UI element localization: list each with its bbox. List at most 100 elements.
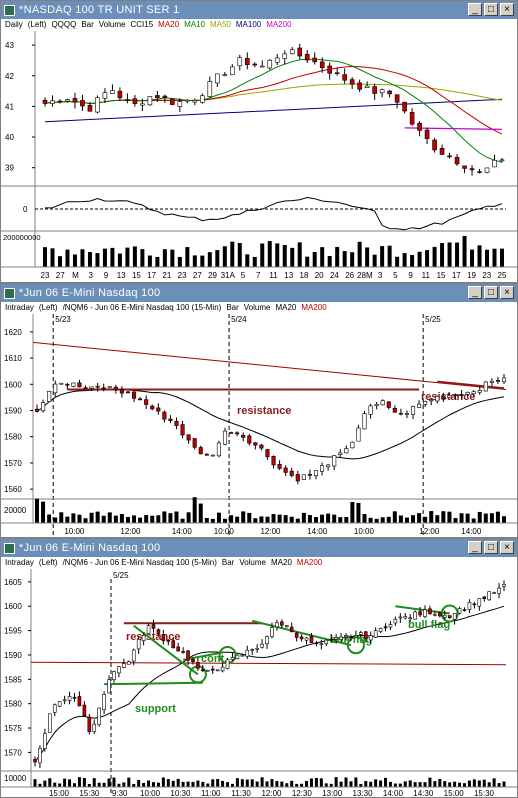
daily-candle [447, 155, 452, 158]
volume-bar [247, 512, 252, 523]
candle-5min [141, 634, 146, 641]
volume-bar [229, 515, 234, 523]
daily-candle [244, 58, 250, 65]
x-tick-label: 12:00 [120, 527, 141, 536]
volume-bar [350, 502, 355, 523]
volume-bar [441, 511, 446, 523]
window-titlebar[interactable]: *Jun 06 E-Mini Nasdaq 100 _ □ × [1, 284, 517, 302]
volume-bar [349, 781, 353, 787]
volume-bar [448, 782, 452, 787]
y-tick-label: 1585 [4, 675, 22, 684]
volume-bar [374, 779, 378, 787]
y-tick-label: 43 [5, 41, 14, 50]
nq-15min-window: *Jun 06 E-Mini Nasdaq 100 _ □ × Intraday… [0, 283, 518, 538]
x-tick-label: 9:30 [112, 789, 128, 797]
candle-5min [151, 624, 156, 629]
candle-5min [349, 636, 353, 639]
volume-bar [162, 249, 167, 267]
candle-5min [245, 649, 250, 657]
volume-bar [82, 778, 86, 787]
candle-5min [166, 640, 171, 642]
x-axis: 10:00 12:00 14:00 10:00 12:00 14:00 10:00 12:00… [64, 527, 482, 536]
price-pane: 1620 1610 1600 1590 1580 1570 1560 5/23 5/24 5/25… [4, 314, 507, 535]
volume-bar [344, 777, 348, 787]
candle-5min [442, 614, 447, 618]
candle-5min [280, 621, 284, 626]
candle-15min [265, 449, 270, 458]
volume-bar [417, 513, 422, 523]
volume-bar [455, 242, 460, 267]
candle-15min [483, 381, 488, 392]
daily-candle [222, 74, 228, 76]
x-tick-label: 15 [437, 271, 446, 280]
close-button[interactable]: × [500, 286, 514, 299]
volume-bar [290, 247, 295, 267]
nq-5min-chart[interactable]: 160516001595159015851580157515705/25resi… [1, 569, 517, 797]
x-tick-label: 27 [56, 271, 65, 280]
candle-15min [235, 432, 240, 435]
candle-15min [271, 456, 276, 466]
candle-15min [95, 385, 100, 388]
candle-5min [477, 598, 482, 607]
volume-bar [170, 249, 175, 267]
window-titlebar[interactable]: *NASDAQ 100 TR UNIT SER 1 _ □ × [1, 1, 517, 19]
candle-15min [289, 470, 294, 476]
candle-5min [265, 636, 269, 645]
volume-bar [240, 779, 244, 787]
volume-bar [453, 781, 457, 787]
candle-5min [284, 625, 289, 628]
x-tick-label: 10:00 [140, 789, 161, 797]
nq-15min-chart[interactable]: 1620 1610 1600 1590 1580 1570 1560 5/23 5/24 5/25… [1, 314, 517, 537]
x-tick-label: 5 [393, 271, 398, 280]
x-tick-label: 10:30 [170, 789, 191, 797]
y-tick-label: 1570 [4, 748, 22, 757]
x-tick-label: 10:00 [64, 527, 85, 536]
volume-bar [492, 778, 496, 787]
volume-bar [305, 256, 310, 267]
daily-candle [237, 57, 243, 67]
volume-bar [132, 515, 137, 523]
volume-bar [398, 783, 402, 787]
candle-15min [398, 412, 403, 415]
header-item: Volume [239, 558, 266, 567]
x-tick-label: 11 [422, 271, 431, 280]
minimize-button[interactable]: _ [468, 3, 482, 16]
daily-candle [132, 98, 138, 104]
minimize-button[interactable]: _ [468, 541, 482, 554]
header-ma100: MA100 [235, 20, 262, 29]
volume-bar [192, 497, 197, 523]
maximize-button[interactable]: □ [484, 541, 498, 554]
volume-bar [216, 512, 221, 523]
daily-candle [229, 66, 235, 76]
close-button[interactable]: × [500, 541, 514, 554]
candle-15min [459, 394, 464, 397]
daily-candle [439, 147, 445, 155]
maximize-button[interactable]: □ [484, 286, 498, 299]
volume-pane: 10000 [4, 771, 506, 787]
daily-candle [140, 103, 145, 106]
candle-15min [423, 400, 428, 405]
volume-bar [324, 783, 328, 787]
daily-candle [42, 99, 48, 104]
chart-app-icon [4, 287, 15, 299]
volume-bar [185, 247, 190, 267]
minimize-button[interactable]: _ [468, 286, 482, 299]
close-button[interactable]: × [500, 3, 514, 16]
candle-15min [156, 407, 161, 412]
volume-bar [250, 779, 254, 787]
volume-bar [196, 780, 200, 787]
x-tick-label: 13 [117, 271, 126, 280]
window-titlebar[interactable]: *Jun 06 E-Mini Nasdaq 100 _ □ × [1, 539, 517, 557]
candle-5min [467, 602, 472, 610]
candle-5min [423, 609, 427, 617]
volume-bar [177, 256, 182, 267]
volume-bar [207, 252, 212, 267]
daily-candle [327, 65, 332, 74]
header-ma200: MA200 [296, 558, 323, 567]
volume-bar [305, 780, 309, 787]
candle-5min [107, 679, 111, 694]
maximize-button[interactable]: □ [484, 3, 498, 16]
volume-bar [245, 779, 249, 787]
candle-5min [215, 669, 220, 672]
